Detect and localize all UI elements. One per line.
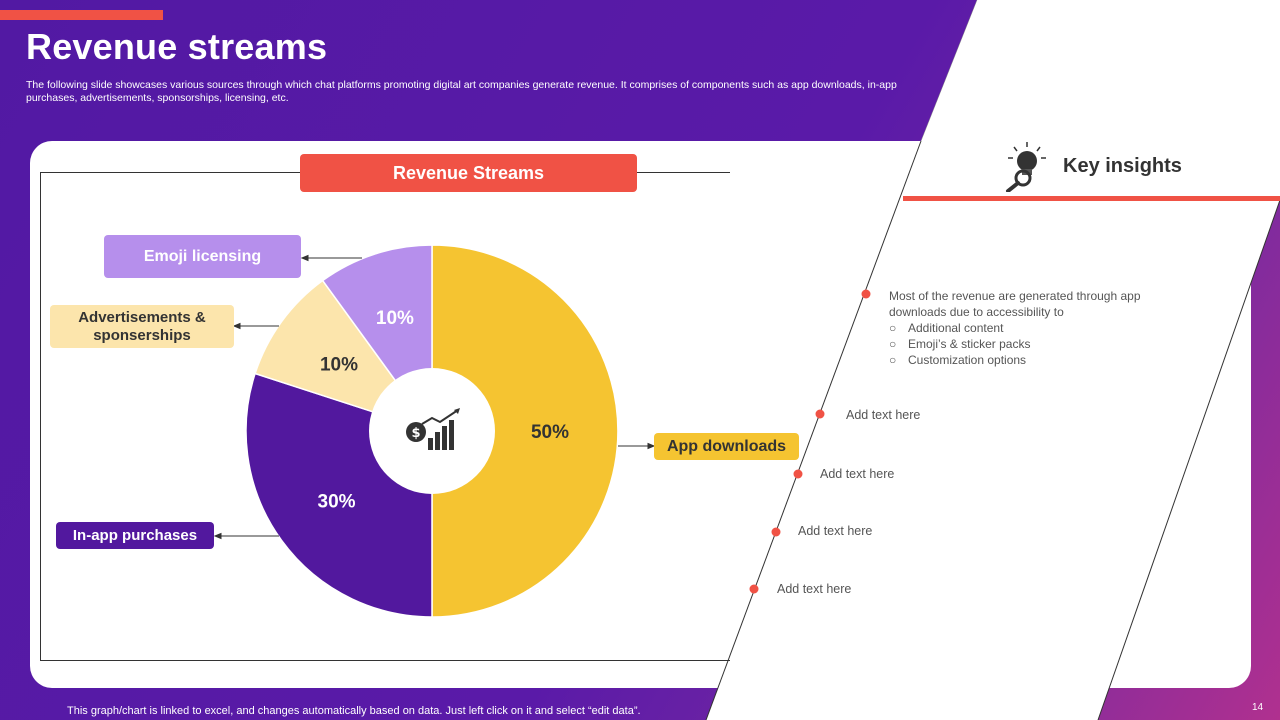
insight-item-5[interactable]: Add text here [777,582,852,596]
insight-main-line1: Most of the revenue are generated throug… [889,289,1141,303]
insight-main-line2: downloads due to accessibility to [889,305,1064,319]
chart-title: Revenue Streams [300,154,637,192]
insight-item-4[interactable]: Add text here [798,524,873,538]
legend-ads-line2: sponserships [93,326,191,344]
pie-data-label: 30% [318,491,356,512]
key-insights-title: Key insights [1063,155,1182,177]
insight-bullet: Additional content [889,320,1174,336]
legend-ads-line1: Advertisements & [78,308,206,326]
pie-data-label: 50% [531,422,569,443]
insight-item-2[interactable]: Add text here [846,408,921,422]
legend-app-downloads: App downloads [654,433,799,460]
page-title: Revenue streams [26,26,328,67]
page-number: 14 [1252,702,1264,713]
footer-note: This graph/chart is linked to excel, and… [67,705,641,717]
legend-advertisements: Advertisements & sponserships [50,305,234,348]
insight-main: Most of the revenue are generated throug… [889,288,1174,368]
insight-bullet: Customization options [889,352,1174,368]
title-accent-bar [0,10,163,20]
pie-center-hole [369,368,495,494]
key-insights-underline [903,196,1280,201]
money-growth-chart-icon: $ [406,408,460,450]
insight-bullets: Additional content Emoji’s & sticker pac… [889,320,1174,368]
page-subtitle: The following slide showcases various so… [26,79,897,104]
pie-data-label: 10% [320,354,358,375]
svg-text:$: $ [411,426,420,441]
insight-bullet: Emoji’s & sticker packs [889,336,1174,352]
pie-slice-app-downloads[interactable] [431,244,619,618]
legend-emoji-licensing: Emoji licensing [104,235,301,278]
legend-in-app-purchases: In-app purchases [56,522,214,549]
insight-item-3[interactable]: Add text here [820,467,895,481]
bulb-magnifier-icon [1006,142,1046,192]
pie-data-label: 10% [376,308,414,329]
legend-connectors [213,254,656,540]
